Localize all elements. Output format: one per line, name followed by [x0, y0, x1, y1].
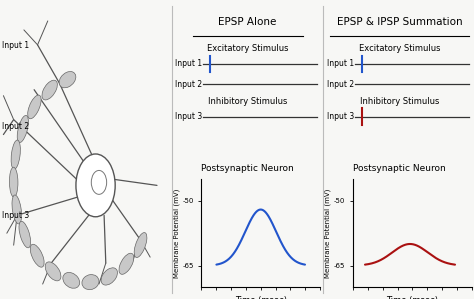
Y-axis label: Membrane Potential (mV): Membrane Potential (mV) — [173, 189, 180, 278]
Text: Inhibitory Stimulus: Inhibitory Stimulus — [360, 97, 439, 106]
Ellipse shape — [11, 140, 20, 169]
Ellipse shape — [30, 244, 44, 267]
Text: Excitatory Stimulus: Excitatory Stimulus — [207, 44, 288, 53]
Text: Input 1: Input 1 — [327, 60, 354, 68]
Ellipse shape — [17, 115, 28, 143]
Text: Postsynaptic Neuron: Postsynaptic Neuron — [201, 164, 294, 173]
Text: EPSP Alone: EPSP Alone — [219, 17, 277, 27]
Text: Postsynaptic Neuron: Postsynaptic Neuron — [353, 164, 446, 173]
Ellipse shape — [82, 274, 99, 290]
Ellipse shape — [27, 95, 41, 119]
Ellipse shape — [119, 253, 134, 274]
Ellipse shape — [91, 170, 107, 194]
Ellipse shape — [59, 71, 76, 88]
Text: Excitatory Stimulus: Excitatory Stimulus — [359, 44, 440, 53]
Text: EPSP & IPSP Summation: EPSP & IPSP Summation — [337, 17, 462, 27]
Ellipse shape — [42, 80, 57, 100]
Y-axis label: Membrane Potential (mV): Membrane Potential (mV) — [325, 189, 331, 278]
X-axis label: Time (msec): Time (msec) — [386, 296, 438, 299]
Ellipse shape — [134, 233, 147, 257]
Text: Input 3: Input 3 — [327, 112, 354, 121]
Text: Input 2: Input 2 — [327, 80, 354, 89]
Text: Input 2: Input 2 — [175, 80, 202, 89]
Ellipse shape — [63, 272, 80, 288]
Text: Input 3: Input 3 — [2, 211, 29, 220]
Text: Input 2: Input 2 — [2, 122, 29, 131]
Ellipse shape — [9, 167, 18, 197]
Ellipse shape — [101, 268, 118, 285]
Text: Input 1: Input 1 — [175, 60, 202, 68]
Ellipse shape — [45, 262, 61, 281]
X-axis label: Time (msec): Time (msec) — [235, 296, 287, 299]
Ellipse shape — [76, 154, 115, 217]
Text: Input 3: Input 3 — [175, 112, 202, 121]
Text: Input 1: Input 1 — [2, 41, 29, 50]
Ellipse shape — [19, 221, 31, 248]
Ellipse shape — [12, 195, 21, 224]
Text: Inhibitory Stimulus: Inhibitory Stimulus — [208, 97, 287, 106]
